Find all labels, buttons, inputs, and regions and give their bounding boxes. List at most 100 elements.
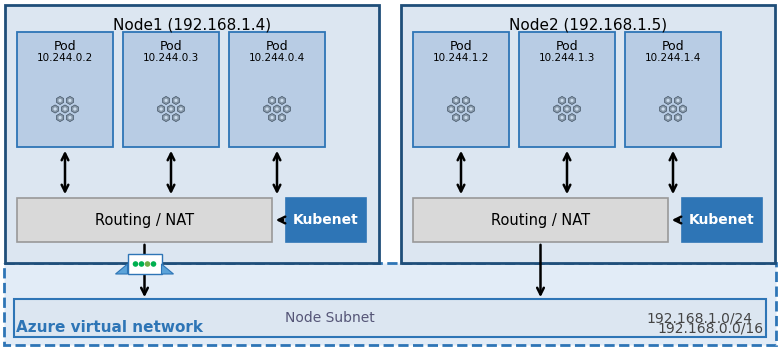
Polygon shape (280, 116, 283, 119)
Polygon shape (162, 96, 169, 104)
Text: Routing / NAT: Routing / NAT (491, 213, 590, 228)
Polygon shape (455, 99, 458, 102)
Text: Pod: Pod (54, 40, 76, 53)
Polygon shape (569, 113, 576, 121)
Polygon shape (69, 116, 72, 119)
Polygon shape (158, 105, 165, 113)
Text: Routing / NAT: Routing / NAT (95, 213, 194, 228)
Polygon shape (554, 105, 561, 113)
Polygon shape (177, 105, 184, 113)
Circle shape (151, 261, 156, 267)
FancyBboxPatch shape (413, 32, 509, 147)
Text: 10.244.0.2: 10.244.0.2 (37, 53, 93, 63)
Polygon shape (675, 96, 682, 104)
Polygon shape (69, 99, 72, 102)
Text: 10.244.0.4: 10.244.0.4 (249, 53, 305, 63)
Polygon shape (666, 116, 669, 119)
Polygon shape (660, 105, 667, 113)
Polygon shape (666, 99, 669, 102)
Text: 10.244.1.3: 10.244.1.3 (539, 53, 595, 63)
FancyBboxPatch shape (123, 32, 219, 147)
Text: Kubenet: Kubenet (293, 213, 359, 227)
Polygon shape (280, 99, 283, 102)
Polygon shape (458, 105, 465, 113)
Polygon shape (676, 116, 679, 119)
Polygon shape (271, 116, 274, 119)
Polygon shape (165, 116, 168, 119)
Polygon shape (569, 96, 576, 104)
Polygon shape (679, 105, 686, 113)
Polygon shape (165, 99, 168, 102)
Polygon shape (278, 96, 285, 104)
Text: Pod: Pod (266, 40, 289, 53)
Polygon shape (463, 96, 470, 104)
Polygon shape (62, 105, 69, 113)
Polygon shape (561, 99, 564, 102)
Polygon shape (268, 96, 275, 104)
Polygon shape (278, 113, 285, 121)
Polygon shape (72, 105, 79, 113)
Polygon shape (169, 107, 172, 111)
Polygon shape (672, 107, 675, 111)
Polygon shape (115, 264, 127, 274)
Polygon shape (271, 99, 274, 102)
Text: Pod: Pod (555, 40, 578, 53)
Polygon shape (168, 105, 175, 113)
Polygon shape (570, 99, 573, 102)
FancyBboxPatch shape (625, 32, 721, 147)
FancyBboxPatch shape (519, 32, 615, 147)
Polygon shape (675, 113, 682, 121)
Polygon shape (162, 113, 169, 121)
FancyBboxPatch shape (413, 198, 668, 242)
Polygon shape (56, 113, 63, 121)
Polygon shape (175, 116, 178, 119)
FancyBboxPatch shape (286, 198, 366, 242)
FancyBboxPatch shape (5, 5, 379, 263)
Polygon shape (73, 107, 76, 111)
Text: Node Subnet: Node Subnet (285, 311, 375, 325)
Text: Node1 (192.168.1.4): Node1 (192.168.1.4) (113, 17, 271, 32)
Text: 10.244.1.2: 10.244.1.2 (433, 53, 489, 63)
Text: Pod: Pod (160, 40, 183, 53)
Polygon shape (676, 99, 679, 102)
Polygon shape (51, 105, 58, 113)
Polygon shape (459, 107, 463, 111)
Polygon shape (558, 113, 566, 121)
Polygon shape (285, 107, 289, 111)
Text: Pod: Pod (450, 40, 473, 53)
FancyBboxPatch shape (682, 198, 762, 242)
Polygon shape (470, 107, 473, 111)
FancyBboxPatch shape (14, 299, 766, 337)
FancyBboxPatch shape (229, 32, 325, 147)
Polygon shape (66, 113, 73, 121)
Polygon shape (576, 107, 579, 111)
Polygon shape (464, 99, 467, 102)
Polygon shape (558, 96, 566, 104)
Polygon shape (172, 96, 179, 104)
Polygon shape (665, 113, 672, 121)
Text: 10.244.0.3: 10.244.0.3 (143, 53, 199, 63)
Polygon shape (570, 116, 573, 119)
Text: 192.168.1.0/24: 192.168.1.0/24 (646, 311, 752, 325)
Polygon shape (175, 99, 178, 102)
Polygon shape (573, 105, 580, 113)
Polygon shape (283, 105, 290, 113)
Polygon shape (555, 107, 558, 111)
Text: Pod: Pod (661, 40, 684, 53)
Polygon shape (464, 116, 467, 119)
Polygon shape (264, 105, 271, 113)
Polygon shape (274, 105, 281, 113)
Text: 10.244.1.4: 10.244.1.4 (645, 53, 701, 63)
Polygon shape (455, 116, 458, 119)
Polygon shape (268, 113, 275, 121)
Polygon shape (669, 105, 676, 113)
Polygon shape (265, 107, 268, 111)
Polygon shape (449, 107, 452, 111)
Polygon shape (561, 116, 564, 119)
Polygon shape (682, 107, 685, 111)
Polygon shape (452, 113, 459, 121)
FancyBboxPatch shape (17, 32, 113, 147)
Polygon shape (160, 107, 163, 111)
FancyBboxPatch shape (17, 198, 272, 242)
Circle shape (133, 261, 138, 267)
